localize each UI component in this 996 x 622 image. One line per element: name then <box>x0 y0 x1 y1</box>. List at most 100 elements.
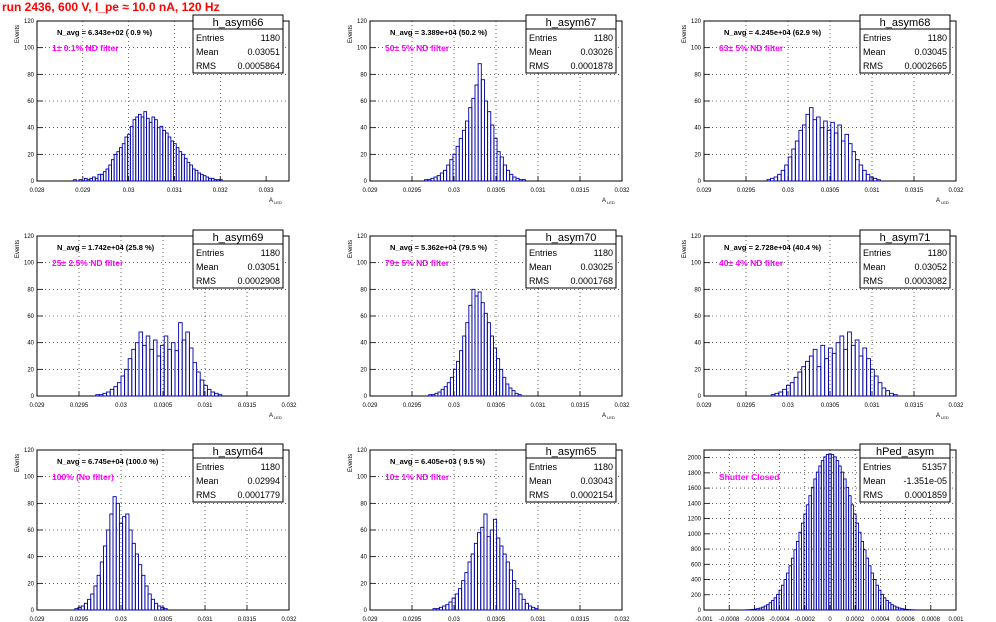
x-tick-label: -0.001 <box>695 617 713 622</box>
x-tick-label: 0.0315 <box>571 403 590 409</box>
x-tick-label: 0.03 <box>448 617 460 622</box>
stats-title: hPed_asym <box>876 446 934 458</box>
x-tick-label: 0.031 <box>530 403 546 409</box>
stats-value: 0.0002908 <box>237 276 280 286</box>
y-tick-label: 60 <box>27 99 34 105</box>
histogram-bars <box>74 496 168 611</box>
histogram-bar <box>73 179 77 182</box>
stats-value: 1180 <box>261 33 280 43</box>
y-tick-label: 0 <box>31 394 35 400</box>
stats-label: RMS <box>196 276 216 286</box>
y-tick-label: 100 <box>24 46 35 52</box>
stats-value: 0.0001859 <box>904 490 947 500</box>
stats-label: RMS <box>529 276 549 286</box>
x-tick-label: 0.0004 <box>871 617 890 622</box>
y-tick-label: 20 <box>694 367 701 373</box>
x-tick-label: 0.0305 <box>821 403 840 409</box>
histogram-bars <box>432 513 539 611</box>
x-tick-label: 0.03 <box>782 403 794 409</box>
y-tick-label: 80 <box>27 72 34 78</box>
y-tick-label: 120 <box>24 19 35 25</box>
y-axis-title: Events <box>682 25 688 43</box>
histogram-bar <box>217 394 223 397</box>
stats-label: Mean <box>863 47 886 57</box>
histogram-bar <box>876 179 881 182</box>
stats-label: Entries <box>863 462 892 472</box>
x-tick-label: 0.03 <box>115 403 127 409</box>
x-axis-title: ALED <box>936 413 949 420</box>
y-tick-label: 60 <box>360 528 367 534</box>
y-tick-label: 60 <box>27 528 34 534</box>
x-tick-label: -0.0008 <box>719 617 740 622</box>
stats-value: 1180 <box>594 248 613 258</box>
y-tick-label: 80 <box>360 501 367 507</box>
y-tick-label: 120 <box>357 234 368 240</box>
stats-label: Entries <box>196 248 225 258</box>
y-tick-label: 400 <box>691 578 702 584</box>
x-axis-title: ALED <box>602 198 615 205</box>
x-tick-label: 0.0295 <box>403 188 422 194</box>
filter-label: 100% (No filter) <box>52 472 114 482</box>
x-tick-label: 0.0295 <box>403 403 422 409</box>
stats-label: RMS <box>863 61 883 71</box>
stats-value: 1180 <box>594 462 613 472</box>
stats-label: Mean <box>863 262 886 272</box>
x-tick-label: 0.0315 <box>905 188 924 194</box>
x-tick-label: 0.031 <box>864 403 880 409</box>
stats-label: RMS <box>529 490 549 500</box>
x-tick-label: 0.031 <box>864 188 880 194</box>
y-tick-label: 20 <box>27 367 34 373</box>
histogram-bar <box>517 394 522 397</box>
y-tick-label: 1400 <box>688 501 702 507</box>
stats-box <box>859 14 951 74</box>
y-tick-label: 100 <box>357 261 368 267</box>
x-tick-label: 0.03 <box>448 403 460 409</box>
stats-box <box>859 443 951 503</box>
histogram-bars <box>428 288 522 397</box>
y-tick-label: 1200 <box>688 517 702 523</box>
x-tick-label: 0.029 <box>362 188 378 194</box>
filter-label: 1± 0.1% ND filter <box>52 43 119 53</box>
x-tick-label: 0.0295 <box>70 617 89 622</box>
y-tick-label: 800 <box>691 547 702 553</box>
y-tick-label: 80 <box>694 72 701 78</box>
y-tick-label: 20 <box>360 581 367 587</box>
x-tick-label: -0.0002 <box>795 617 816 622</box>
x-tick-label: 0.029 <box>362 617 378 622</box>
y-tick-label: 40 <box>360 341 367 347</box>
x-tick-label: 0.029 <box>29 617 45 622</box>
x-tick-label: 0.0315 <box>238 403 257 409</box>
stats-value: 51357 <box>922 462 947 472</box>
stats-box <box>192 229 284 289</box>
y-tick-label: 1000 <box>688 532 702 538</box>
stats-value: 0.0003082 <box>904 276 947 286</box>
stats-title: h_asym69 <box>213 232 264 244</box>
stats-box <box>192 14 284 74</box>
y-tick-label: 1600 <box>688 486 702 492</box>
stats-label: RMS <box>863 490 883 500</box>
stats-value: 0.0002154 <box>570 490 613 500</box>
stats-title: h_asym64 <box>213 446 264 458</box>
y-tick-label: 40 <box>27 341 34 347</box>
x-tick-label: 0.0315 <box>571 188 590 194</box>
y-tick-label: 40 <box>27 555 34 561</box>
x-tick-label: 0.032 <box>614 617 630 622</box>
stats-value: 0.03045 <box>914 47 947 57</box>
stats-label: Entries <box>863 248 892 258</box>
y-tick-label: 100 <box>357 46 368 52</box>
y-tick-label: 60 <box>694 99 701 105</box>
navg-label: N_avg = 6.405e+03 ( 9.5 %) <box>390 457 486 466</box>
x-tick-label: 0.03 <box>448 188 460 194</box>
y-tick-label: 20 <box>360 367 367 373</box>
run-title: run 2436, 600 V, I_pe ≈ 10.0 nA, 120 Hz <box>2 0 220 14</box>
x-tick-label: 0.028 <box>29 188 45 194</box>
y-tick-label: 120 <box>357 448 368 454</box>
stats-title: h_asym70 <box>546 232 597 244</box>
x-tick-label: 0.0315 <box>571 617 590 622</box>
stats-value: 0.03051 <box>247 262 280 272</box>
x-tick-label: 0.0305 <box>487 403 506 409</box>
y-tick-label: 120 <box>24 448 35 454</box>
stats-box <box>525 14 617 74</box>
navg-label: N_avg = 4.245e+04 (62.9 %) <box>724 28 822 37</box>
y-tick-label: 40 <box>694 341 701 347</box>
